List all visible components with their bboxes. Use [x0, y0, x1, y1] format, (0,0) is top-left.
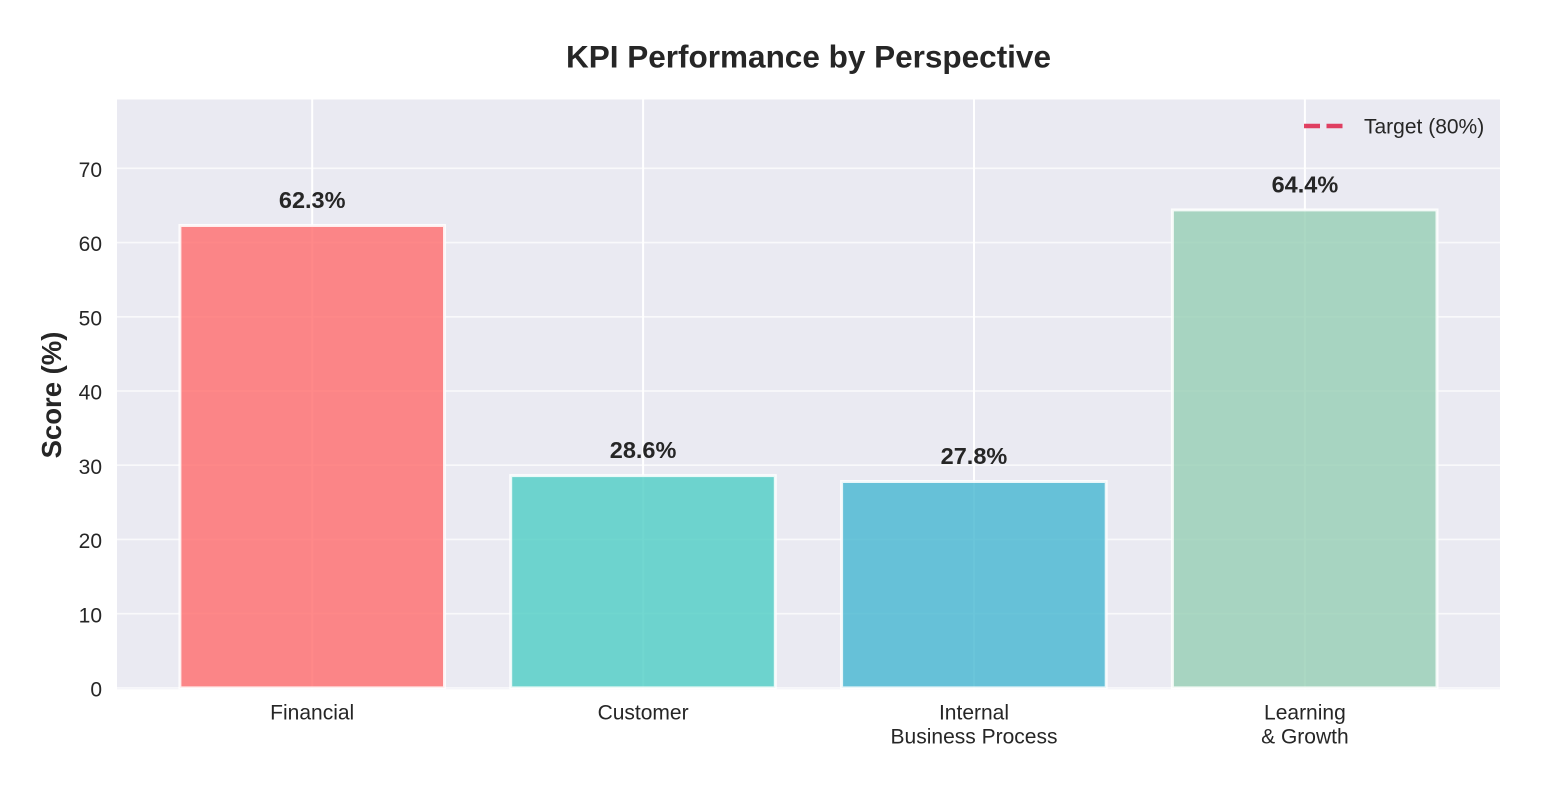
svg-text:Internal: Internal — [939, 702, 1009, 725]
svg-text:70: 70 — [79, 159, 102, 182]
svg-text:60: 60 — [79, 233, 102, 256]
svg-text:Score (%): Score (%) — [36, 332, 67, 459]
svg-text:50: 50 — [79, 307, 102, 330]
svg-text:Target (80%): Target (80%) — [1364, 116, 1484, 139]
svg-text:27.8%: 27.8% — [941, 443, 1008, 469]
svg-text:20: 20 — [79, 530, 102, 553]
svg-text:Learning: Learning — [1264, 702, 1346, 725]
svg-text:28.6%: 28.6% — [610, 437, 677, 463]
svg-text:64.4%: 64.4% — [1272, 171, 1339, 197]
svg-text:Customer: Customer — [598, 702, 689, 725]
svg-text:& Growth: & Growth — [1261, 725, 1349, 748]
svg-text:62.3%: 62.3% — [279, 187, 346, 213]
svg-text:Business Process: Business Process — [891, 725, 1058, 748]
svg-text:0: 0 — [90, 679, 102, 702]
svg-text:30: 30 — [79, 456, 102, 479]
svg-text:10: 10 — [79, 604, 102, 627]
svg-text:40: 40 — [79, 382, 102, 405]
svg-text:KPI Performance by Perspective: KPI Performance by Perspective — [566, 39, 1051, 75]
svg-text:Financial: Financial — [270, 702, 354, 725]
